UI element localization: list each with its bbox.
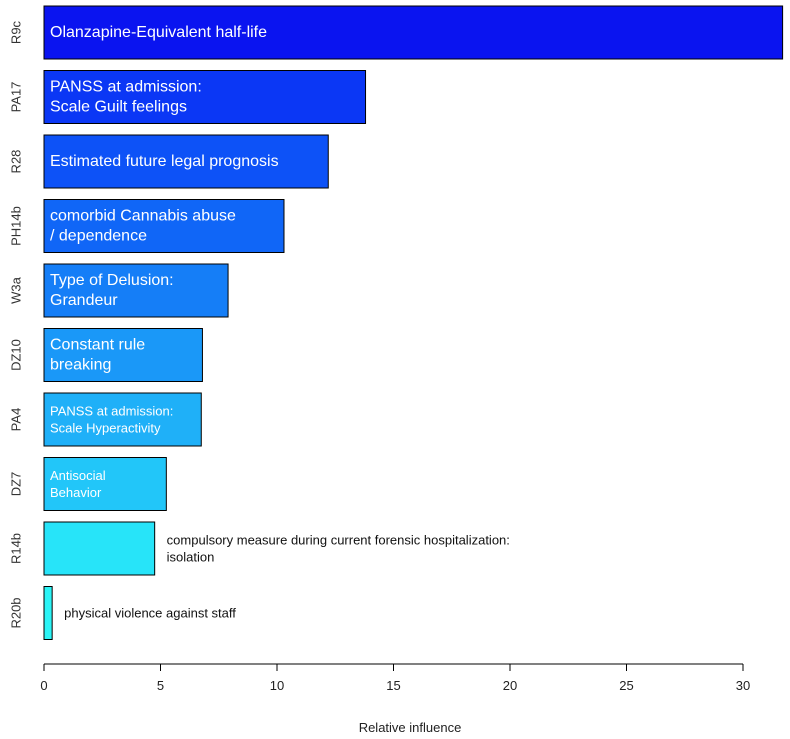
bar-label: Type of Delusion: <box>50 272 174 289</box>
bar-label: Antisocial <box>50 468 106 483</box>
bar-r28 <box>43 134 329 189</box>
bar-label: Scale Guilt feelings <box>50 99 187 116</box>
category-label: R9c <box>9 20 24 44</box>
bar-group-r9c: R9c Olanzapine-Equivalent half-life <box>9 5 784 60</box>
bar-group-pa17: PA17 PANSS at admission: Scale Guilt feeli… <box>9 70 367 124</box>
bar-dz10 <box>43 328 203 382</box>
category-label: DZ7 <box>9 472 24 497</box>
x-axis-title: Relative influence <box>359 720 462 735</box>
x-tick-label: 15 <box>386 678 400 693</box>
category-label: PH14b <box>9 206 24 246</box>
category-label: R14b <box>9 533 24 564</box>
bar-label: PANSS at admission: <box>50 404 173 419</box>
category-label: PA4 <box>9 408 24 432</box>
bar-ph14b <box>43 199 285 253</box>
bar-label: / dependence <box>50 228 147 245</box>
category-label: R28 <box>9 150 24 174</box>
bar-pa4 <box>43 392 202 447</box>
bar-w3a <box>43 263 229 318</box>
bar-pa17 <box>43 70 367 124</box>
bar-label: breaking <box>50 357 111 374</box>
category-label: DZ10 <box>9 339 24 371</box>
x-tick-label: 0 <box>40 678 47 693</box>
bar-label: Constant rule <box>50 337 145 354</box>
bar-group-dz10: DZ10 Constant rule breaking <box>9 328 203 382</box>
x-axis: 0 5 10 15 20 25 30 <box>40 663 750 693</box>
x-tick-label: 10 <box>270 678 284 693</box>
x-tick-label: 20 <box>503 678 517 693</box>
bar-label: Behavior <box>50 485 102 500</box>
bar-group-r14b: R14b compulsory measure during current fo… <box>9 521 510 576</box>
bar-label: Estimated future legal prognosis <box>50 153 279 170</box>
bar-label: compulsory measure during current forens… <box>167 533 510 548</box>
bar-label: isolation <box>167 550 215 565</box>
bar-label: comorbid Cannabis abuse <box>50 208 236 225</box>
bar-group-dz7: DZ7 Antisocial Behavior <box>9 457 167 511</box>
x-tick-label: 30 <box>736 678 750 693</box>
bar-label: Olanzapine-Equivalent half-life <box>50 24 267 41</box>
bar-group-pa4: PA4 PANSS at admission: Scale Hyperactivit… <box>9 392 202 447</box>
bar-label: Scale Hyperactivity <box>50 421 161 436</box>
bar-group-r20b: R20b physical violence against staff <box>9 586 236 640</box>
bar-r20b <box>43 586 53 640</box>
bar-group-ph14b: PH14b comorbid Cannabis abuse / dependence <box>9 199 285 253</box>
bar-r14b <box>43 521 156 576</box>
bar-group-w3a: W3a Type of Delusion: Grandeur <box>9 263 229 318</box>
bar-label: physical violence against staff <box>64 606 236 621</box>
x-tick-label: 5 <box>157 678 164 693</box>
x-tick-label: 25 <box>619 678 633 693</box>
bar-label: PANSS at admission: <box>50 79 202 96</box>
category-label: PA17 <box>9 82 24 113</box>
bar-dz7 <box>43 457 167 511</box>
category-label: R20b <box>9 597 24 628</box>
bar-label: Grandeur <box>50 292 118 309</box>
bar-group-r28: R28 Estimated future legal prognosis <box>9 134 329 189</box>
category-label: W3a <box>9 276 24 304</box>
bar-r9c <box>43 5 784 60</box>
